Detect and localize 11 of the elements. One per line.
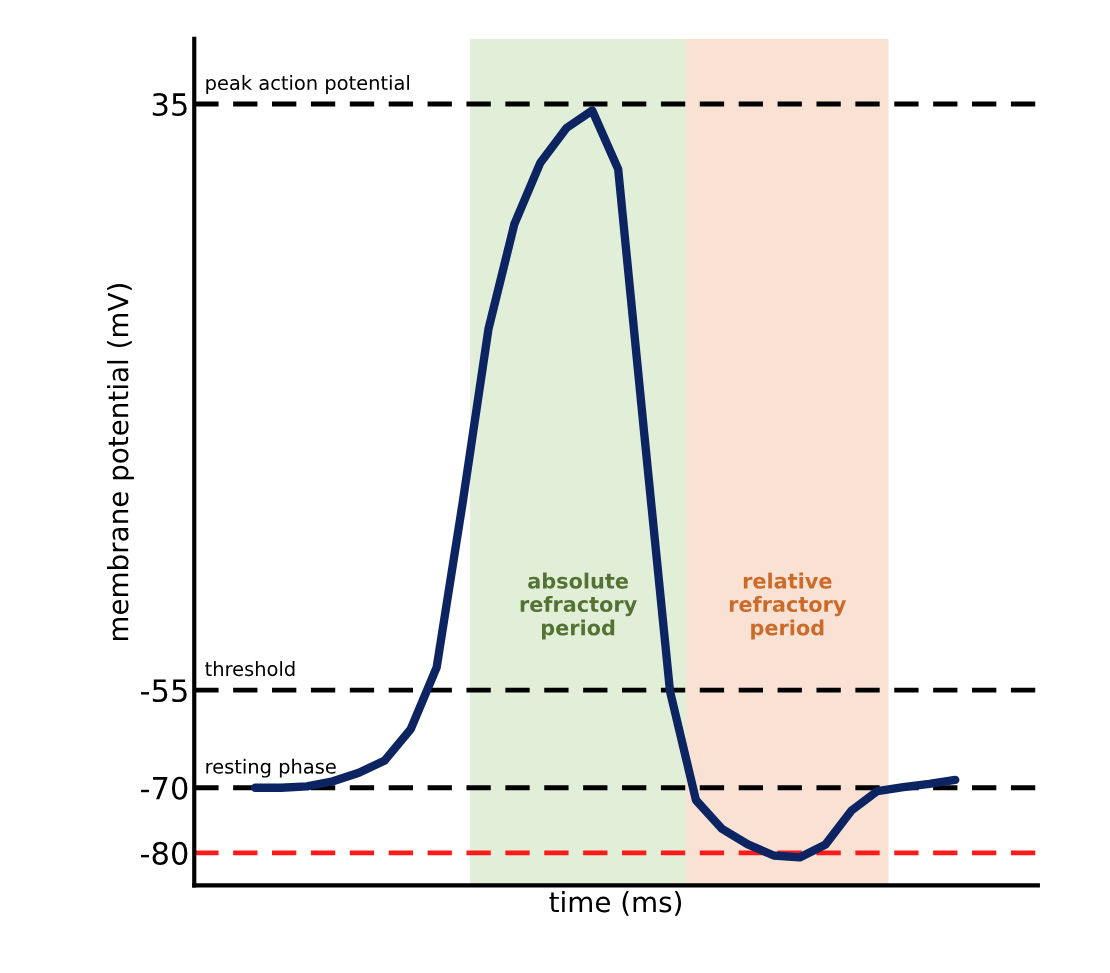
- ref-line-label: peak action potential: [206, 75, 409, 94]
- annotation: relative refractory period: [729, 572, 847, 640]
- y-axis-title: membrane potential (mV): [107, 284, 134, 641]
- annotation: absolute refractory period: [520, 572, 637, 640]
- y-tick-label: -70: [140, 776, 188, 800]
- ref-line-label: resting phase: [206, 758, 336, 778]
- x-axis-title: time (ms): [549, 890, 682, 916]
- y-tick-label: 35: [152, 92, 187, 117]
- y-tick-label: -80: [140, 841, 188, 865]
- ref-line-label: threshold: [205, 661, 295, 677]
- y-tick-label: -55: [140, 679, 187, 703]
